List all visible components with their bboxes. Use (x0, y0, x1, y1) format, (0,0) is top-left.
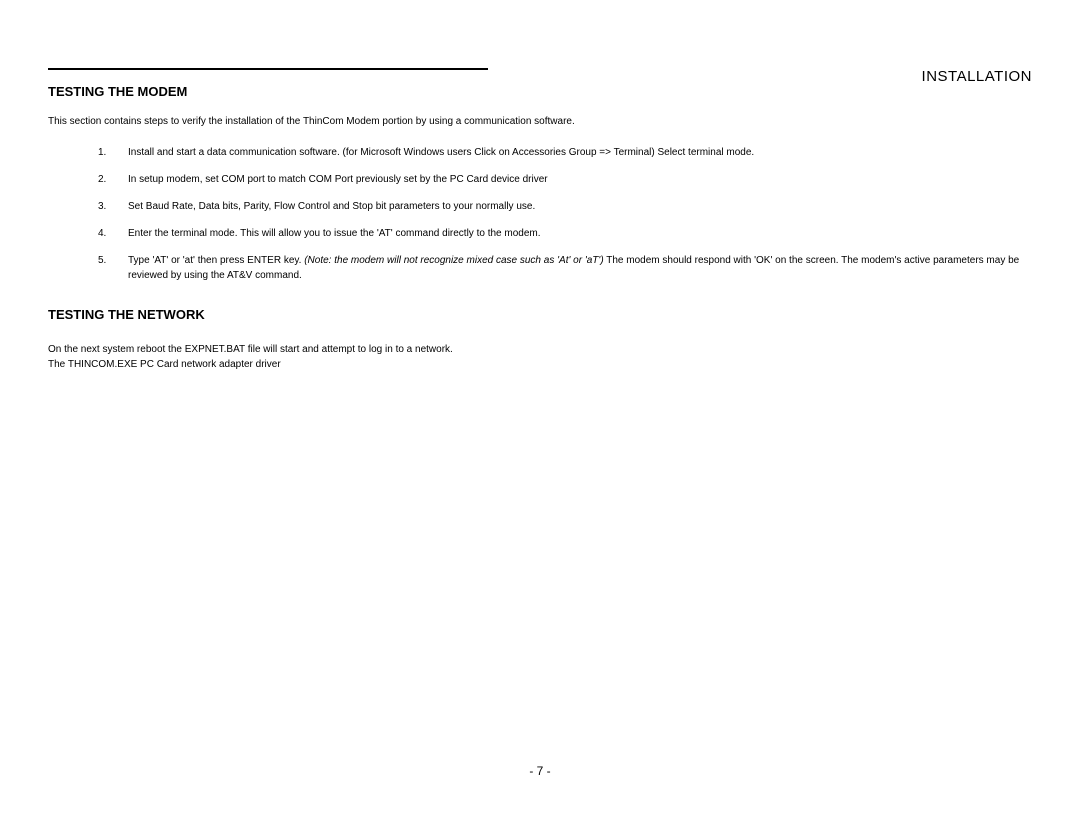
section-heading-modem: TESTING THE MODEM (48, 84, 1032, 99)
header-rule (48, 68, 488, 70)
list-number: 3. (98, 199, 128, 214)
list-item: 3. Set Baud Rate, Data bits, Parity, Flo… (98, 199, 1032, 214)
network-line1: On the next system reboot the EXPNET.BAT… (48, 342, 1032, 357)
list-content: Enter the terminal mode. This will allow… (128, 226, 1032, 241)
list-item: 1. Install and start a data communicatio… (98, 145, 1032, 160)
list-number: 1. (98, 145, 128, 160)
list-content: Install and start a data communication s… (128, 145, 1032, 160)
network-paragraph: On the next system reboot the EXPNET.BAT… (48, 342, 1032, 372)
list-number: 5. (98, 253, 128, 283)
list-item: 4. Enter the terminal mode. This will al… (98, 226, 1032, 241)
list-item: 2. In setup modem, set COM port to match… (98, 172, 1032, 187)
steps-list: 1. Install and start a data communicatio… (98, 145, 1032, 283)
list-content: Set Baud Rate, Data bits, Parity, Flow C… (128, 199, 1032, 214)
section-heading-network: TESTING THE NETWORK (48, 307, 1032, 322)
list-number: 2. (98, 172, 128, 187)
chapter-title: INSTALLATION (922, 68, 1032, 85)
list-content: Type 'AT' or 'at' then press ENTER key. … (128, 253, 1032, 283)
list-item: 5. Type 'AT' or 'at' then press ENTER ke… (98, 253, 1032, 283)
list-content: In setup modem, set COM port to match CO… (128, 172, 1032, 187)
step5-pre: Type 'AT' or 'at' then press ENTER key. (128, 255, 304, 266)
list-number: 4. (98, 226, 128, 241)
section-intro: This section contains steps to verify th… (48, 115, 1032, 129)
step5-note: (Note: the modem will not recognize mixe… (304, 255, 603, 266)
network-line2: The THINCOM.EXE PC Card network adapter … (48, 357, 1032, 372)
page-number: - 7 - (0, 764, 1080, 778)
